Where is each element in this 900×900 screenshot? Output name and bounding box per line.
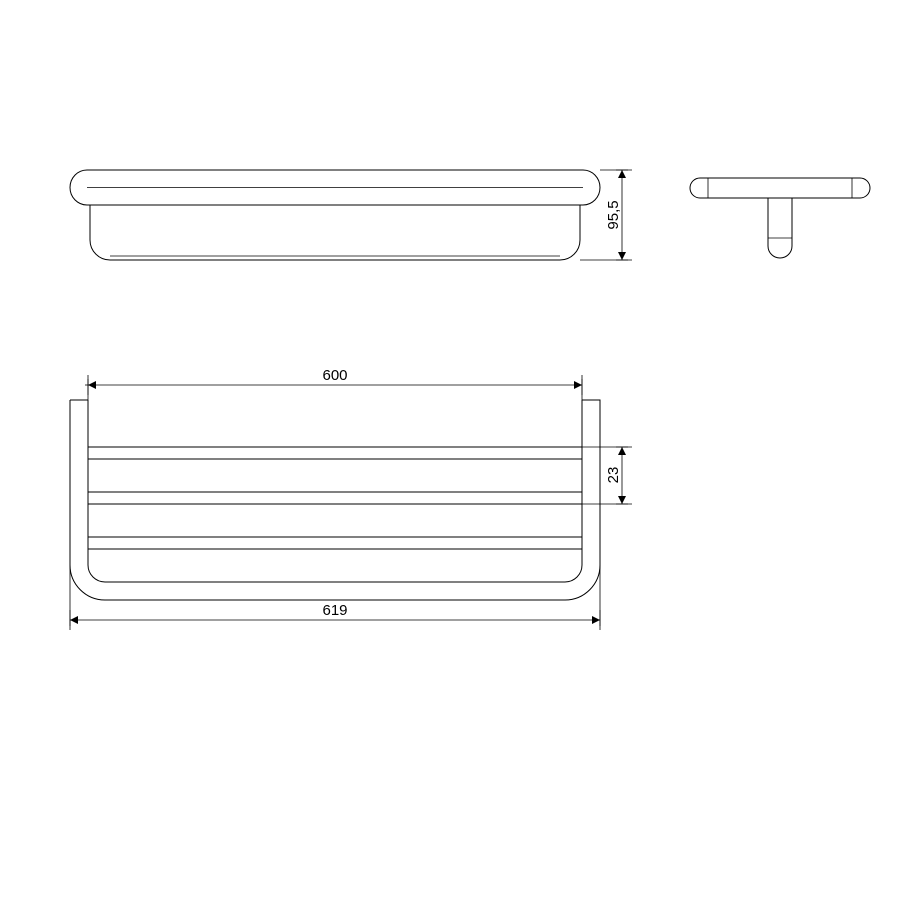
dim-label-23: 23 <box>605 467 622 484</box>
plan-view: 600 619 23 <box>70 367 632 630</box>
technical-drawing: 95,5 600 619 23 <box>0 0 900 900</box>
side-elevation <box>690 178 870 258</box>
dim-label-600: 600 <box>322 367 347 384</box>
dim-label-height: 95,5 <box>605 200 622 229</box>
front-elevation: 95,5 <box>70 170 632 260</box>
dim-label-619: 619 <box>322 602 347 619</box>
